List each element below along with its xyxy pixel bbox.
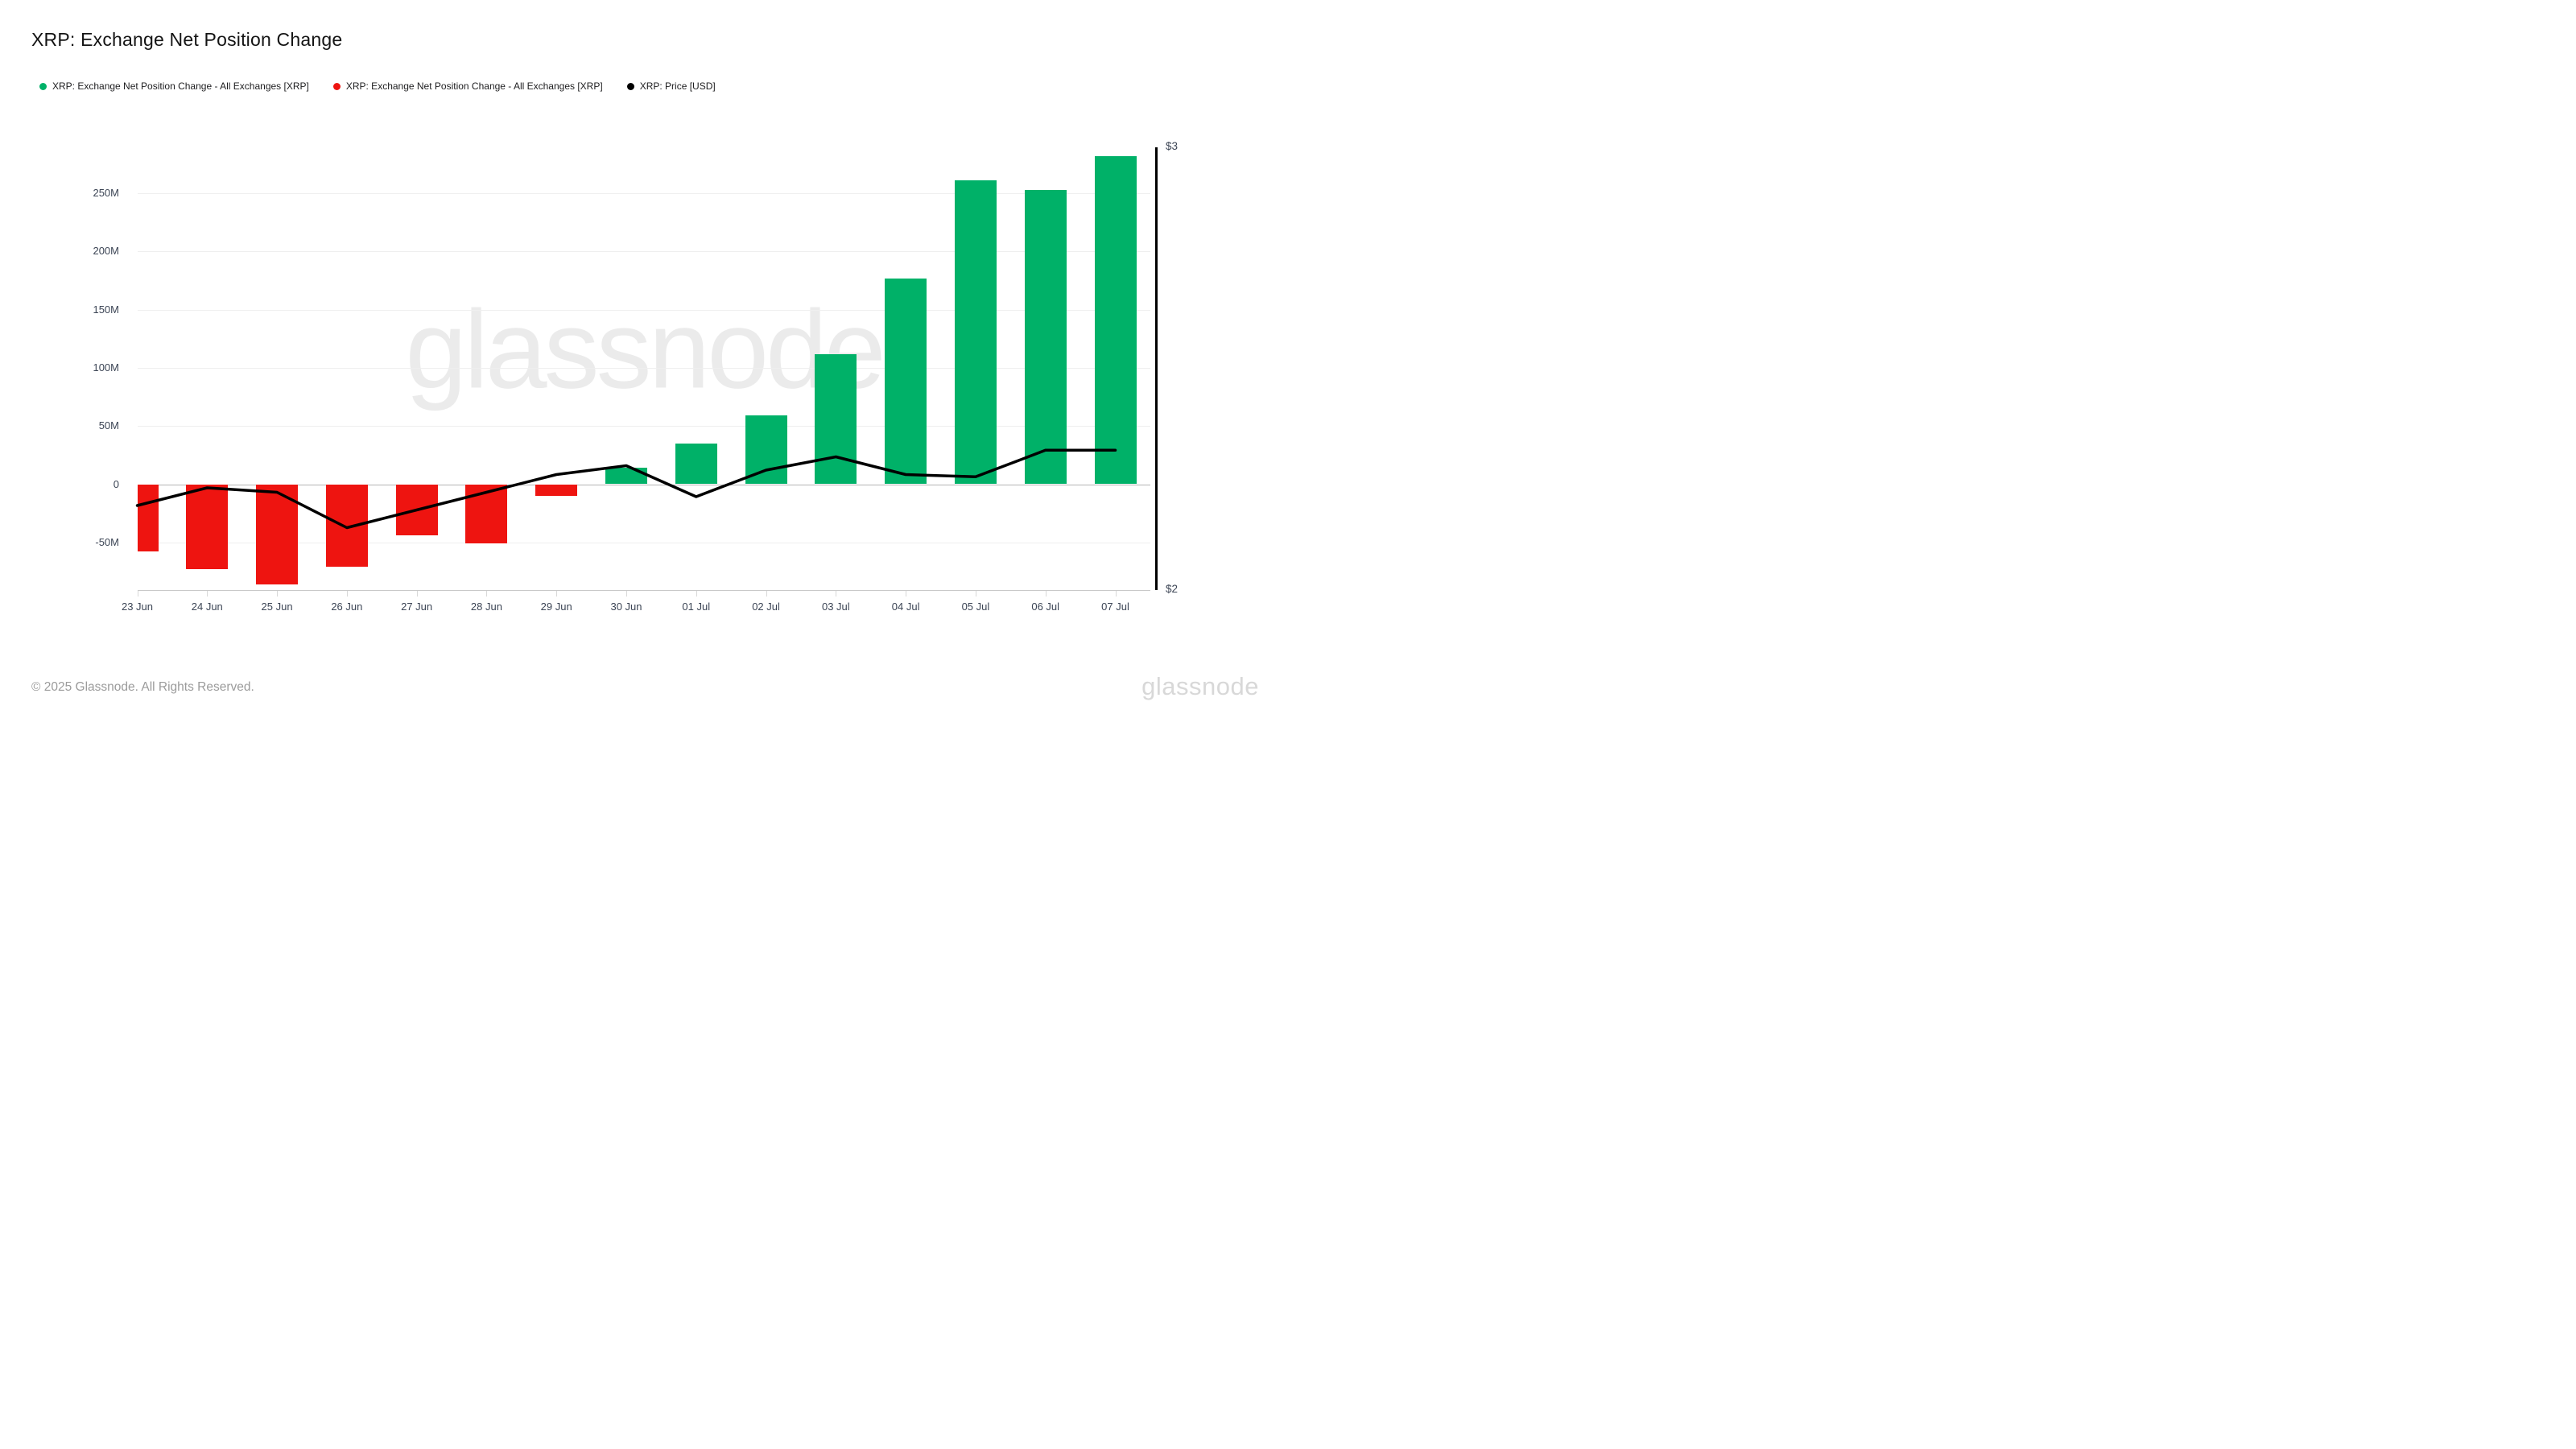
black-dot-icon [626, 82, 634, 90]
legend: XRP: Exchange Net Position Change - All … [39, 80, 716, 92]
legend-item-net-position-negative: XRP: Exchange Net Position Change - All … [332, 80, 603, 92]
bar-26-jun [325, 484, 368, 568]
x-axis-label: 01 Jul [682, 601, 711, 613]
x-axis-label: 26 Jun [331, 601, 363, 613]
bar-06-jul [1024, 189, 1067, 485]
x-axis-tick [696, 590, 697, 597]
bar-24-jun [186, 484, 229, 570]
x-axis-label: 02 Jul [752, 601, 780, 613]
bar-05-jul [954, 180, 997, 485]
y-axis-label: 200M [93, 245, 119, 258]
x-axis-label: 30 Jun [610, 601, 642, 613]
x-axis-label: 25 Jun [261, 601, 293, 613]
y-axis-label: -50M [95, 535, 119, 548]
gridline [137, 251, 1150, 253]
x-axis-line [137, 589, 1150, 591]
price-axis-label: $2 [1166, 582, 1179, 595]
legend-item-net-position-positive: XRP: Exchange Net Position Change - All … [39, 80, 309, 92]
legend-label: XRP: Price [USD] [639, 80, 716, 92]
bar-30-jun [605, 468, 647, 485]
gridline [137, 367, 1150, 369]
x-axis-label: 27 Jun [401, 601, 433, 613]
x-axis-label: 07 Jul [1101, 601, 1129, 613]
x-axis-label: 04 Jul [891, 601, 920, 613]
x-axis-label: 06 Jul [1031, 601, 1060, 613]
x-axis-tick [486, 590, 488, 597]
glassnode-watermark: glassnode [405, 287, 886, 412]
bar-27-jun [395, 484, 438, 536]
bar-04-jul [885, 278, 927, 485]
price-axis-label: $3 [1166, 139, 1179, 152]
glassnode-chart-page: XRP: Exchange Net Position Change XRP: E… [0, 0, 1288, 724]
legend-label: XRP: Exchange Net Position Change - All … [345, 80, 603, 92]
legend-label: XRP: Exchange Net Position Change - All … [52, 80, 309, 92]
gridline [137, 193, 1150, 194]
x-axis-tick [346, 590, 348, 597]
bar-07-jul [1094, 155, 1137, 485]
y-axis-label: 150M [93, 303, 119, 316]
y-axis-label: 100M [93, 361, 119, 374]
x-axis-label: 28 Jun [470, 601, 502, 613]
bar-02-jul [745, 415, 787, 485]
x-axis-label: 23 Jun [121, 601, 154, 613]
x-axis-tick [416, 590, 418, 597]
x-axis-tick [626, 590, 627, 597]
bar-03-jul [815, 353, 857, 485]
y-axis-label: 250M [93, 187, 119, 199]
x-axis-tick [277, 590, 279, 597]
glassnode-logo: glassnode [1141, 672, 1259, 700]
bar-01-jul [675, 443, 717, 485]
copyright-text: © 2025 Glassnode. All Rights Reserved. [31, 680, 254, 694]
bar-25-jun [256, 484, 299, 584]
green-dot-icon [39, 82, 47, 90]
x-axis-tick [766, 590, 767, 597]
gridline [137, 309, 1150, 311]
price-axis-line [1155, 147, 1158, 590]
x-axis-tick [1115, 590, 1117, 597]
legend-item-price: XRP: Price [USD] [626, 80, 716, 92]
x-axis-label: 03 Jul [821, 601, 850, 613]
bar-23-jun [137, 484, 159, 552]
y-axis-label: 0 [113, 477, 119, 490]
page-title: XRP: Exchange Net Position Change [31, 29, 343, 50]
gridline [137, 426, 1150, 427]
x-axis-tick [207, 590, 208, 597]
red-dot-icon [332, 82, 341, 90]
x-axis-label: 29 Jun [540, 601, 572, 613]
x-axis-label: 24 Jun [191, 601, 223, 613]
x-axis-label: 05 Jul [961, 601, 990, 613]
x-axis-tick [556, 590, 558, 597]
bar-28-jun [465, 484, 508, 544]
y-axis-label: 50M [98, 419, 119, 432]
bar-29-jun [535, 484, 578, 496]
